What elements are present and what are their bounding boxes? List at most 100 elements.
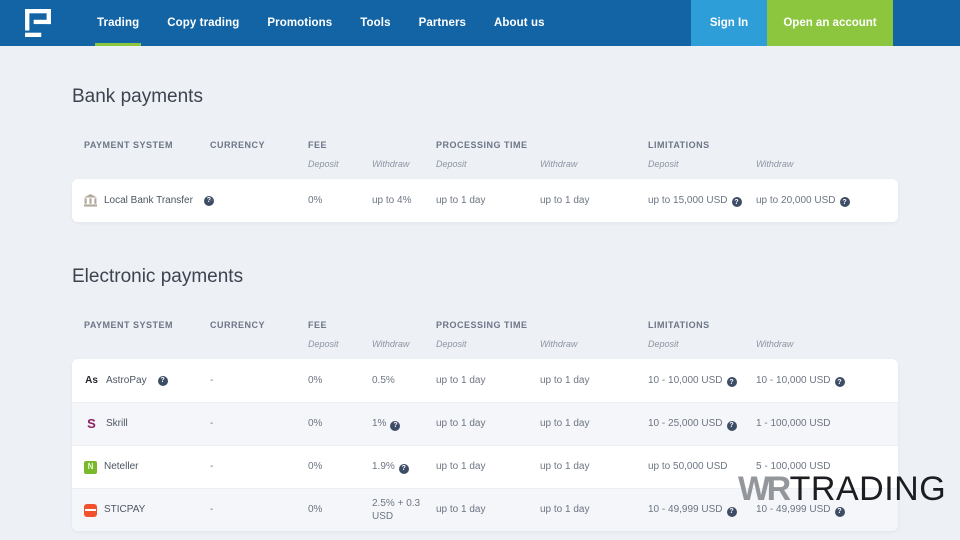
cell-fee-deposit-value: 0% xyxy=(308,194,323,206)
cell-limit-deposit: 10 - 25,000 USD? xyxy=(640,411,748,437)
col-header-processing-time: PROCESSING TIME xyxy=(436,140,528,150)
cell-currency-value: - xyxy=(210,504,214,516)
cell-processing-withdraw: up to 1 day xyxy=(532,411,640,437)
cell-limit-withdraw-value: 10 - 49,999 USD xyxy=(756,504,831,516)
cell-processing-deposit-value: up to 1 day xyxy=(436,194,486,206)
cell-fee-deposit: 0% xyxy=(300,188,364,214)
help-icon[interactable]: ? xyxy=(726,420,737,431)
help-icon[interactable]: ? xyxy=(839,197,850,208)
cell-limit-withdraw: up to 20,000 USD? xyxy=(748,188,898,214)
nav-item-promotions[interactable]: Promotions xyxy=(267,17,333,29)
help-icon[interactable]: ? xyxy=(726,377,737,388)
cell-fee-withdraw-value: 2.5% + 0.3 USD xyxy=(372,497,421,523)
help-icon[interactable]: ? xyxy=(157,375,168,386)
cell-processing-deposit: up to 1 day xyxy=(428,188,532,214)
nav-item-about-us[interactable]: About us xyxy=(494,17,545,29)
nav-item-trading[interactable]: Trading xyxy=(83,0,153,46)
nav-item-tools[interactable]: Tools xyxy=(360,17,391,29)
help-icon[interactable]: ? xyxy=(726,506,737,517)
cell-fee-withdraw-value: 0.5% xyxy=(372,374,395,386)
subcol-limit-deposit: Deposit xyxy=(648,339,679,349)
cell-limit-withdraw-value: 10 - 10,000 USD xyxy=(756,374,831,386)
section-title: Electronic payments xyxy=(72,266,244,287)
cell-processing-deposit: up to 1 day xyxy=(428,368,532,394)
payment-row: Local Bank Transfer? -0% up to 4% up to 1 d… xyxy=(72,179,898,222)
col-header-fee: FEE xyxy=(308,320,328,330)
payment-system-name: STICPAY xyxy=(104,504,146,516)
cell-processing-withdraw-value: up to 1 day xyxy=(540,504,590,516)
roboforex-logo[interactable] xyxy=(25,0,51,46)
sign-in-button[interactable]: Sign In xyxy=(691,0,767,46)
cell-limit-withdraw-value: up to 20,000 USD xyxy=(756,194,836,206)
col-header-currency: CURRENCY xyxy=(210,140,266,150)
cell-payment-system: N Neteller xyxy=(72,454,202,480)
subcol-limit-withdraw: Withdraw xyxy=(756,339,794,349)
cell-processing-withdraw: up to 1 day xyxy=(532,368,640,394)
cell-currency-value: - xyxy=(210,461,214,473)
help-icon[interactable]: ? xyxy=(834,377,845,388)
subcol-fee-deposit: Deposit xyxy=(308,339,339,349)
cell-limit-withdraw-value: 5 - 100,000 USD xyxy=(756,461,831,473)
payment-row: N Neteller - 0% 1.9%? up to 1 day up to 1 day u… xyxy=(72,445,898,488)
cell-payment-system: Local Bank Transfer? xyxy=(72,188,214,214)
nav-item-copy-trading[interactable]: Copy trading xyxy=(167,17,240,29)
col-header-limitations: LIMITATIONS xyxy=(648,140,710,150)
skrill-icon: S xyxy=(87,416,96,432)
cell-currency-value: - xyxy=(210,194,214,206)
payment-row: STICPAY - 0% 2.5% + 0.3 USD up to 1 day up to… xyxy=(72,488,898,531)
cell-limit-deposit-value: 10 - 49,999 USD xyxy=(648,504,723,516)
subcol-processing-withdraw: Withdraw xyxy=(540,159,578,169)
nav-item-partners[interactable]: Partners xyxy=(418,17,467,29)
cell-limit-deposit-value: 10 - 25,000 USD xyxy=(648,418,723,430)
payment-row: S Skrill - 0% 1%? up to 1 day up to 1 day 10 - … xyxy=(72,402,898,445)
cell-limit-deposit: up to 50,000 USD xyxy=(640,454,748,480)
cell-processing-withdraw-value: up to 1 day xyxy=(540,461,590,473)
cell-processing-deposit-value: up to 1 day xyxy=(436,374,486,386)
section-bank-payments: Bank payments PAYMENT SYSTEM CURRENCY FEE P… xyxy=(72,86,898,222)
cell-limit-deposit: up to 15,000 USD? xyxy=(640,188,748,214)
open-account-button[interactable]: Open an account xyxy=(767,0,893,46)
col-header-processing-time: PROCESSING TIME xyxy=(436,320,528,330)
cell-processing-withdraw-value: up to 1 day xyxy=(540,374,590,386)
subcol-limit-deposit: Deposit xyxy=(648,159,679,169)
cell-currency: - xyxy=(202,188,300,214)
help-icon[interactable]: ? xyxy=(731,197,742,208)
cell-limit-withdraw: 5 - 100,000 USD xyxy=(748,454,898,480)
cell-limit-deposit: 10 - 49,999 USD? xyxy=(640,497,748,523)
cell-currency: - xyxy=(202,411,300,437)
payment-system-name: Neteller xyxy=(104,461,139,473)
help-icon[interactable]: ? xyxy=(834,506,845,517)
cell-currency: - xyxy=(202,497,300,523)
cell-fee-deposit-value: 0% xyxy=(308,418,323,430)
payment-row: As AstroPay? - 0% 0.5% up to 1 day up to 1 day… xyxy=(72,359,898,402)
astropay-icon: As xyxy=(85,374,98,386)
table-column-headers: PAYMENT SYSTEM CURRENCY FEE PROCESSING TIME… xyxy=(72,140,898,150)
payments-table-card: As AstroPay? - 0% 0.5% up to 1 day up to 1 day… xyxy=(72,359,898,531)
roboforex-logo-icon xyxy=(25,9,51,37)
cell-limit-deposit-value: 10 - 10,000 USD xyxy=(648,374,723,386)
main-nav: Trading Copy trading Promotions Tools Pa… xyxy=(83,0,559,46)
header-spacer xyxy=(559,0,691,46)
cell-limit-deposit-value: up to 15,000 USD xyxy=(648,194,728,206)
cell-limit-withdraw-value: 1 - 100,000 USD xyxy=(756,418,831,430)
section-electronic-payments: Electronic payments PAYMENT SYSTEM CURREN… xyxy=(72,266,898,531)
cell-fee-withdraw: 1.9%? xyxy=(364,454,428,480)
help-icon[interactable]: ? xyxy=(398,463,409,474)
subcol-fee-deposit: Deposit xyxy=(308,159,339,169)
cell-fee-withdraw-value: 1% xyxy=(372,418,387,430)
payment-system-name: Local Bank Transfer xyxy=(104,194,193,206)
help-icon[interactable]: ? xyxy=(390,420,401,431)
cell-fee-deposit: 0% xyxy=(300,497,364,523)
table-column-headers: PAYMENT SYSTEM CURRENCY FEE PROCESSING TIME… xyxy=(72,320,898,330)
help-icon[interactable]: ? xyxy=(203,195,214,206)
subcol-processing-deposit: Deposit xyxy=(436,339,467,349)
cell-limit-withdraw: 1 - 100,000 USD xyxy=(748,411,898,437)
cell-fee-deposit: 0% xyxy=(300,454,364,480)
cell-fee-withdraw: 0.5% xyxy=(364,368,428,394)
cell-fee-deposit-value: 0% xyxy=(308,374,323,386)
cell-fee-withdraw-value: up to 4% xyxy=(372,194,412,206)
cell-processing-withdraw: up to 1 day xyxy=(532,454,640,480)
cell-fee-withdraw: 1%? xyxy=(364,411,428,437)
cell-fee-withdraw: up to 4% xyxy=(364,188,428,214)
subcol-fee-withdraw: Withdraw xyxy=(372,339,410,349)
